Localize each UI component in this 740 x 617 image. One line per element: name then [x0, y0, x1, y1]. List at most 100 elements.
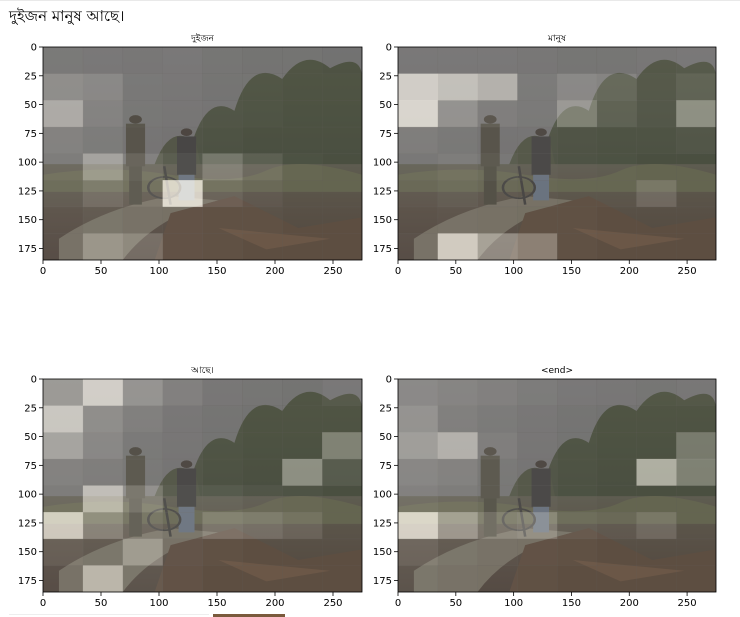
attention-cell [477, 512, 518, 540]
y-tick-label: 0 [386, 375, 392, 386]
attention-cell [676, 432, 717, 460]
attention-cell [322, 233, 363, 261]
x-tick-label: 150 [562, 266, 581, 277]
attention-cell [557, 126, 598, 154]
x-tick-label: 250 [678, 266, 697, 277]
attention-cell [596, 100, 637, 128]
attention-cell [517, 100, 558, 128]
attention-cell [398, 565, 439, 593]
attention-overlay [398, 379, 717, 593]
axes-frame [42, 46, 363, 261]
attention-cell [43, 126, 84, 154]
attention-cell [322, 126, 363, 154]
x-tick-label: 200 [620, 598, 639, 609]
attention-cell [437, 206, 478, 234]
attention-cell [242, 47, 283, 74]
attention-cell [636, 126, 677, 154]
next-image-preview-edge [213, 614, 285, 617]
attention-cell [398, 405, 439, 433]
attention-cell [676, 73, 717, 101]
y-tick-label: 50 [24, 432, 37, 443]
attention-cell [242, 512, 283, 540]
attention-cell [162, 405, 203, 433]
attention-cell [282, 206, 323, 234]
x-tick-label: 100 [504, 598, 523, 609]
attention-cell [477, 458, 518, 486]
attention-cell [398, 538, 439, 566]
attention-cell [398, 47, 439, 74]
attention-cell [477, 100, 518, 128]
attention-cell [557, 153, 598, 181]
cell-top-border [0, 0, 740, 1]
attention-cell [557, 432, 598, 460]
attention-cell [517, 206, 558, 234]
attention-cell [676, 233, 717, 261]
attention-cell [676, 485, 717, 513]
x-tick-label: 250 [323, 266, 342, 277]
attention-cell [517, 126, 558, 154]
attention-cell [82, 379, 124, 406]
attention-cell [596, 379, 637, 406]
attention-cell [202, 206, 243, 234]
attention-cell [282, 458, 323, 486]
attention-cell [43, 73, 84, 101]
y-tick-label: 150 [373, 215, 392, 226]
attention-cell [517, 153, 558, 181]
x-tick-label: 100 [149, 598, 168, 609]
attention-cell [122, 180, 163, 208]
attention-cell [557, 405, 598, 433]
attention-cell [557, 47, 598, 74]
attention-cell [557, 565, 598, 593]
attention-cell [122, 47, 163, 74]
y-tick-label: 125 [373, 186, 392, 197]
attention-cell [82, 47, 124, 74]
attention-cell [43, 485, 84, 513]
attention-cell [477, 538, 518, 566]
attention-cell [162, 379, 203, 406]
y-tick-label: 25 [379, 71, 392, 82]
attention-cell [517, 512, 558, 540]
x-tick-label: 200 [265, 266, 284, 277]
attention-cell [282, 47, 323, 74]
attention-cell [162, 565, 203, 593]
attention-cell [398, 485, 439, 513]
x-tick-label: 100 [149, 266, 168, 277]
y-tick-label: 75 [379, 129, 392, 140]
x-tick-label: 200 [265, 598, 284, 609]
attention-cell [676, 180, 717, 208]
attention-cell [322, 180, 363, 208]
attention-cell [162, 233, 203, 261]
attention-cell [398, 153, 439, 181]
attention-cell [322, 73, 363, 101]
subplot-ache: আছে। 0 50 100 150 200 250 0 25 50 75 100 125 150 175 [18, 366, 363, 609]
y-tick-label: 50 [379, 100, 392, 111]
attention-cell [43, 206, 84, 234]
attention-cell [202, 538, 243, 566]
y-tick-label: 150 [373, 547, 392, 558]
attention-cell [557, 233, 598, 261]
attention-cell [322, 485, 363, 513]
attention-cell [477, 379, 518, 406]
attention-cell [398, 206, 439, 234]
y-tick-label: 0 [31, 375, 37, 386]
y-tick-label: 175 [373, 576, 392, 587]
attention-cell [398, 73, 439, 101]
attention-cell [43, 458, 84, 486]
attention-cell [202, 233, 243, 261]
attention-cell [517, 538, 558, 566]
attention-cell [242, 233, 283, 261]
attention-cell [162, 485, 203, 513]
y-tick-label: 0 [386, 43, 392, 54]
attention-cell [437, 379, 478, 406]
attention-cell [202, 379, 243, 406]
attention-cell [596, 153, 637, 181]
subplot-title-ache: আছে। [190, 366, 214, 376]
attention-cell [636, 180, 677, 208]
y-tick-label: 125 [18, 186, 37, 197]
attention-cell [676, 405, 717, 433]
attention-cell [82, 538, 124, 566]
attention-cell [676, 100, 717, 128]
attention-cell [557, 100, 598, 128]
attention-cell [636, 405, 677, 433]
attention-cell [477, 565, 518, 593]
